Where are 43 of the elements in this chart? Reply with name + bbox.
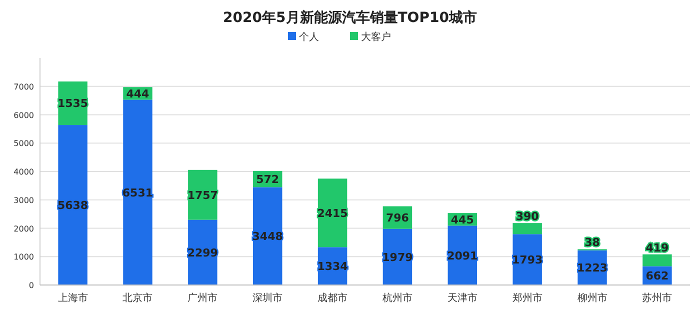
bar: [123, 100, 152, 285]
data-label: 444: [126, 87, 150, 100]
data-label: 445: [450, 213, 474, 226]
data-label: 796: [386, 212, 410, 225]
x-tick-label: 上海市: [58, 292, 88, 304]
legend-label: 大客户: [361, 31, 391, 43]
data-label: 1793: [512, 254, 543, 267]
data-label: 1535: [57, 97, 88, 110]
y-tick-label: 0: [28, 281, 34, 290]
bar: [58, 125, 88, 285]
y-tick-label: 7000: [14, 82, 34, 92]
x-tick-label: 柳州市: [577, 292, 608, 304]
x-tick-label: 苏州市: [642, 292, 672, 304]
data-label: 419: [646, 241, 669, 254]
data-label: 5638: [57, 199, 88, 212]
data-label: 572: [256, 173, 280, 186]
chart-title: 2020年5月新能源汽车销量TOP10城市: [223, 9, 477, 26]
x-tick-label: 广州市: [188, 292, 218, 304]
y-tick-label: 2000: [14, 224, 34, 234]
data-label: 6531: [122, 186, 154, 200]
data-label: 1979: [382, 250, 413, 264]
x-tick-label: 深圳市: [252, 292, 283, 304]
y-tick-label: 6000: [14, 110, 34, 120]
data-label: 2415: [317, 206, 348, 220]
x-tick-label: 成都市: [318, 292, 348, 304]
y-tick-label: 4000: [14, 168, 34, 176]
data-label: 1757: [187, 188, 218, 202]
data-label: 390: [516, 210, 540, 224]
y-tick-label: 5000: [14, 139, 34, 148]
bar: [642, 254, 672, 266]
y-tick-label: 1000: [14, 252, 34, 262]
y-tick-label: 3000: [14, 196, 34, 205]
x-tick-label: 杭州市: [381, 292, 412, 304]
bar: [512, 223, 542, 234]
x-tick-label: 郑州市: [512, 292, 542, 304]
data-label: 2299: [187, 246, 218, 260]
data-label: 1223: [576, 262, 608, 275]
legend-label: 个人: [299, 31, 319, 43]
data-label: 662: [646, 270, 669, 283]
data-label: 2091: [447, 249, 478, 262]
x-tick-label: 天津市: [447, 292, 478, 304]
x-tick-label: 北京市: [122, 292, 153, 304]
data-label: 38: [584, 236, 600, 250]
